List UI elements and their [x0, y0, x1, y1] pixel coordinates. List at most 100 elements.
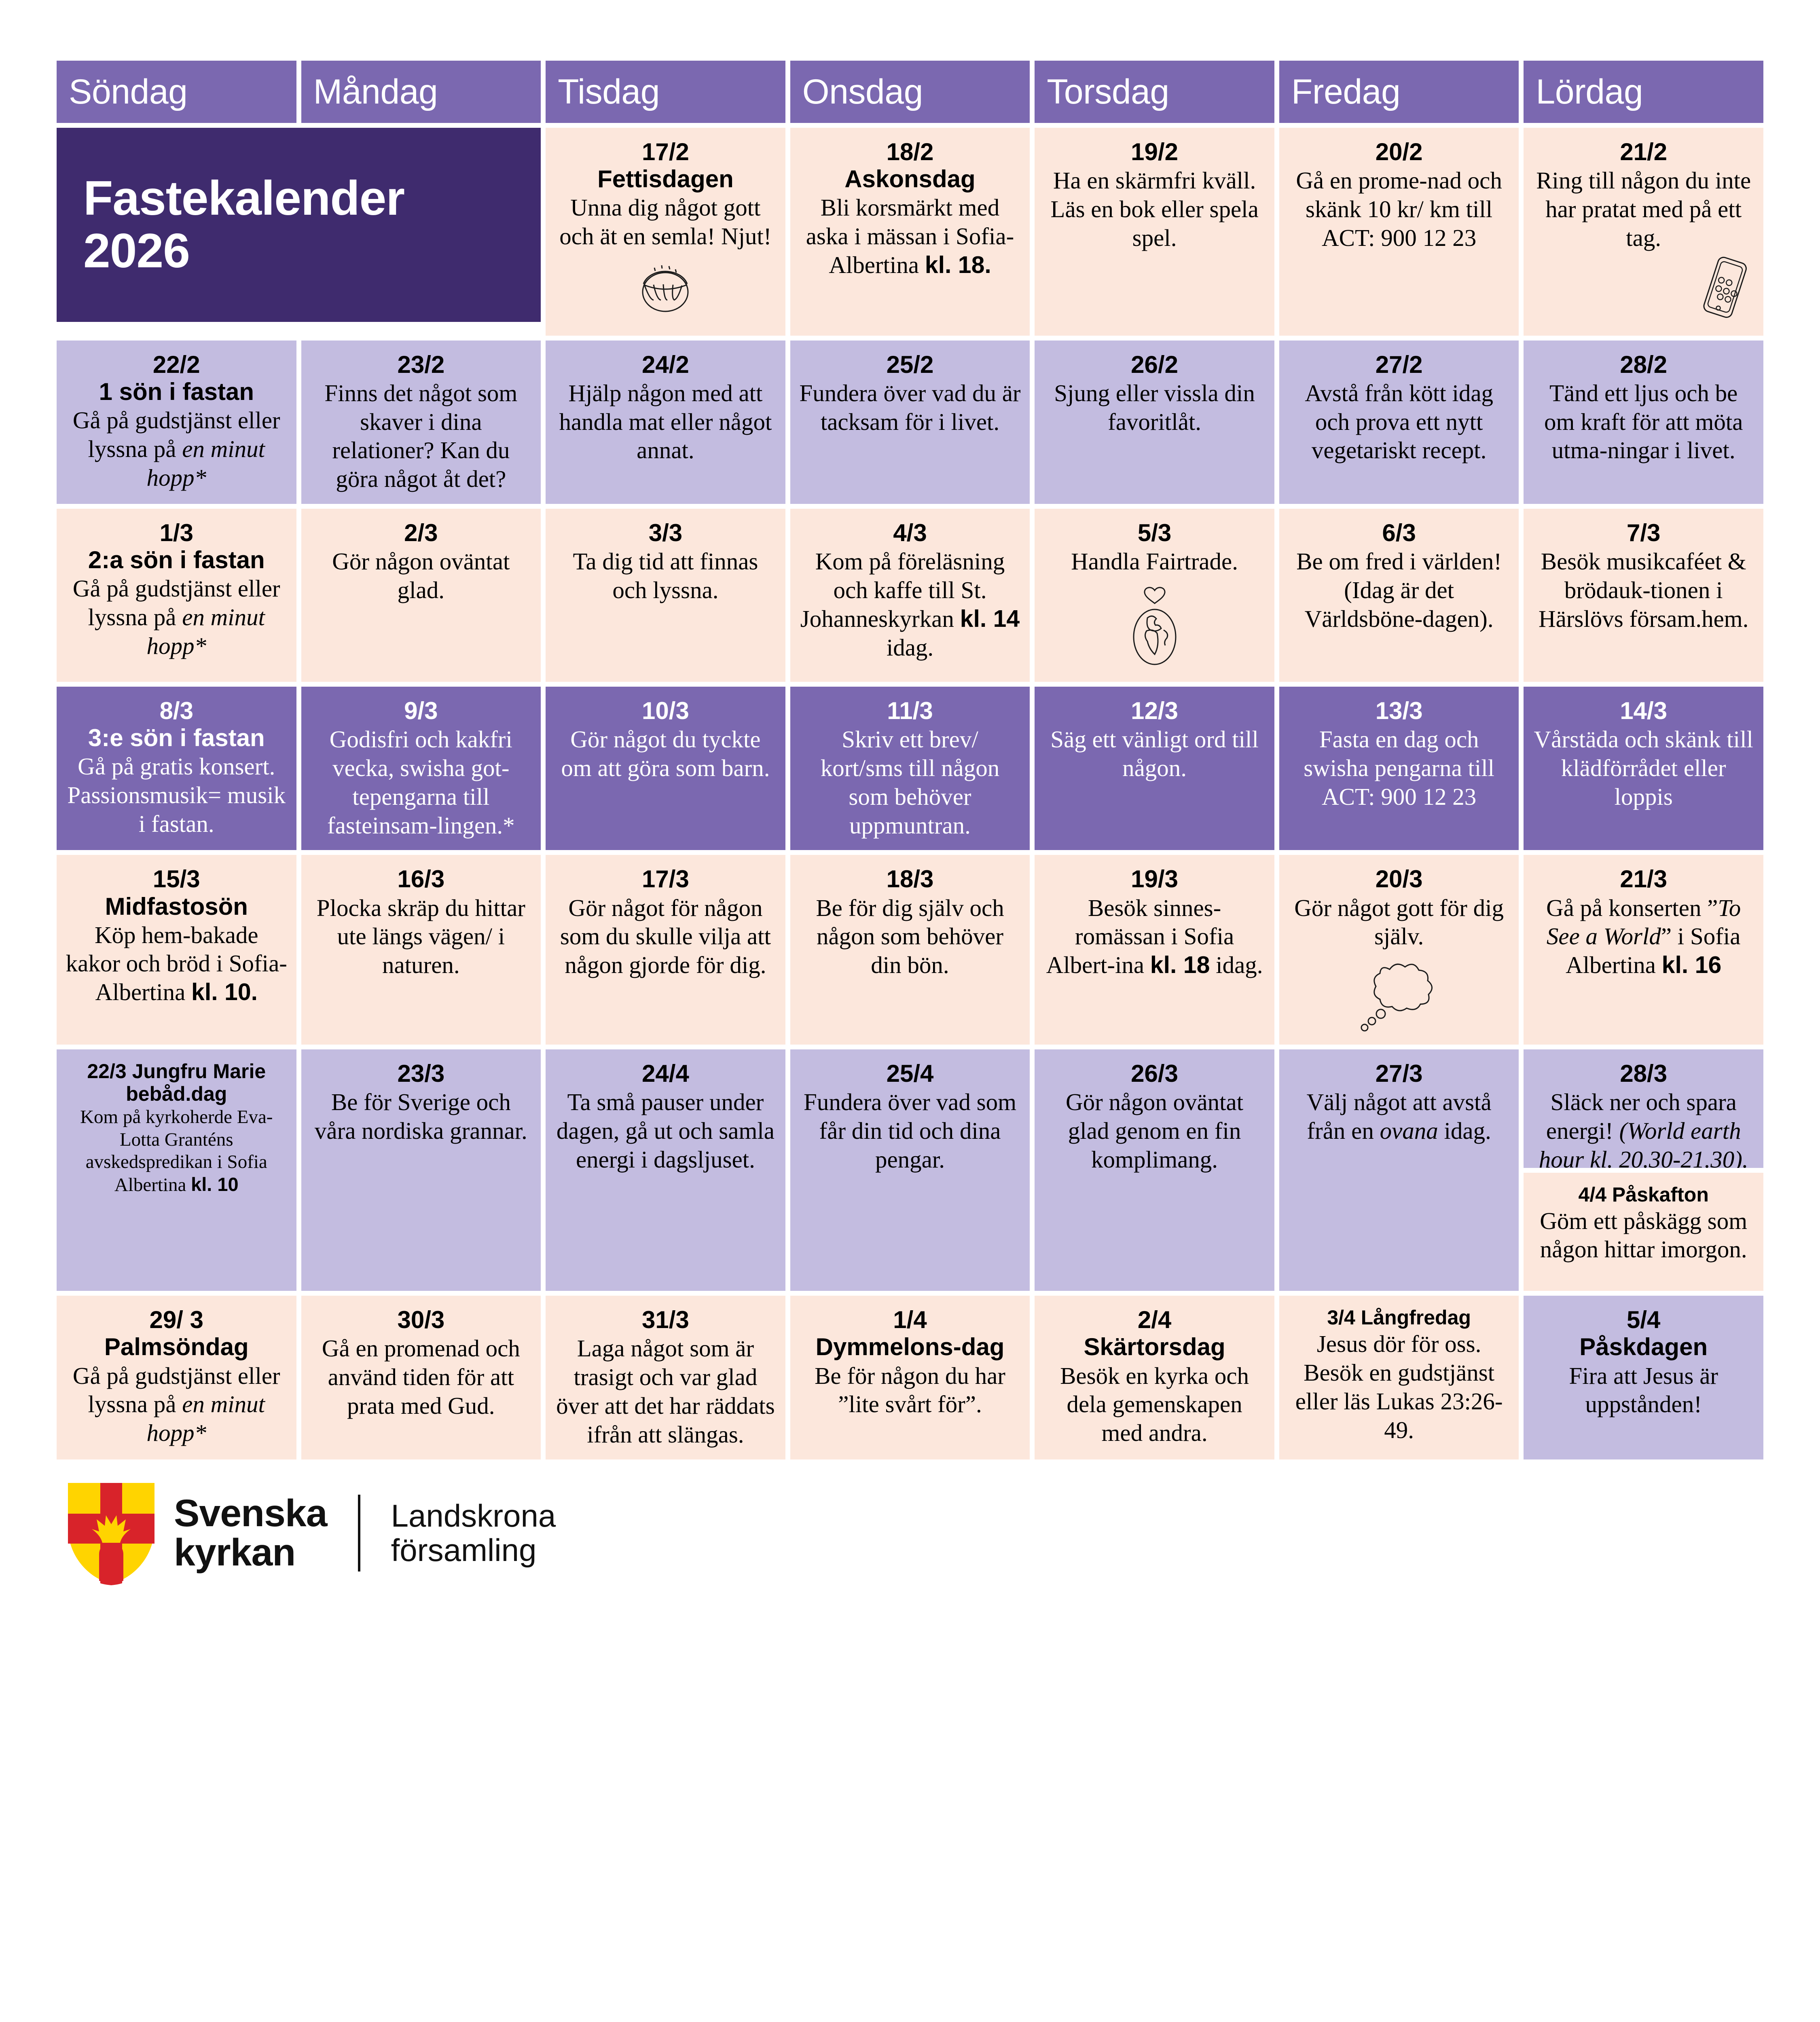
day-cell-4-4: 4/4 Påskafton Göm ett påskägg som någon …: [1524, 1172, 1763, 1291]
day-cell-19-3: 19/3 Besök sinnes-romässan i Sofia Alber…: [1035, 855, 1274, 1045]
day-text: Gå på gratis konsert. Passionsmusik= mus…: [67, 753, 286, 837]
day-text: Gå en promenad och använd tiden för att …: [322, 1335, 520, 1419]
semla-bun-icon: [642, 265, 689, 312]
day-text-bold: kl. 10.: [191, 979, 258, 1006]
day-cell-4-3: 4/3 Kom på föreläsning och kaffe till St…: [790, 508, 1030, 682]
day-date: 17/3: [642, 865, 689, 893]
day-text: Ha en skärmfri kväll. Läs en bok eller s…: [1050, 167, 1259, 251]
day-text-bold: kl. 10: [191, 1174, 239, 1195]
calendar-title-block: Fastekalender 2026: [57, 128, 541, 322]
day-date: 2/3: [404, 519, 438, 546]
day-date: 19/2: [1131, 138, 1178, 165]
day-text-main: Gå på gudstjänst eller lyssna på: [72, 575, 280, 631]
day-cell-25-2: 25/2 Fundera över vad du är tacksam för …: [790, 340, 1030, 504]
day-date: 12/3: [1131, 697, 1178, 724]
day-cell-9-3: 9/3 Godisfri och kakfri vecka, swisha go…: [301, 686, 541, 850]
logo-line-2: kyrkan: [174, 1531, 296, 1574]
day-text: Kom på kyrkoherde Eva-Lotta Granténs avs…: [66, 1106, 288, 1197]
day-text: Plocka skräp du hittar ute längs vägen/ …: [316, 894, 525, 979]
footer-logo-block: Svenska kyrkan Landskrona församling: [57, 1481, 1763, 1586]
day-text: Besök musikcaféet & brödauk-tionen i Här…: [1538, 548, 1749, 632]
day-text-italic: en minut hopp*: [146, 435, 265, 491]
day-text: Fundera över vad som får din tid och din…: [804, 1089, 1016, 1173]
day-date: 31/3: [642, 1306, 689, 1334]
day-cell-28-3: 28/3 Släck ner och spara energi! (World …: [1524, 1049, 1763, 1168]
day-date: 1/4: [893, 1306, 927, 1334]
day-text: Gå på gudstjänst eller lyssna på en minu…: [66, 574, 288, 660]
day-text: Besök sinnes-romässan i Sofia Albert-ina…: [1043, 894, 1266, 979]
day-text: Göm ett påskägg som någon hittar imorgon…: [1540, 1207, 1748, 1263]
day-text: Laga något som är trasigt och var glad ö…: [556, 1335, 775, 1448]
parish-line-1: Landskrona: [391, 1498, 556, 1534]
day-date: 26/3: [1131, 1060, 1178, 1087]
day-text: Be för någon du har ”lite svårt för”.: [815, 1362, 1005, 1418]
thought-bubble-icon: [1361, 963, 1433, 1032]
day-cell-3-4: 3/4 Långfredag Jesus dör för oss. Besök …: [1279, 1296, 1519, 1459]
day-cell-1-3: 1/3 2:a sön i fastan Gå på gudstjänst el…: [57, 508, 296, 682]
day-cell-13-3: 13/3 Fasta en dag och swisha pengarna ti…: [1279, 686, 1519, 850]
weekday-monday: Måndag: [301, 61, 541, 123]
day-date: 3/4 Långfredag: [1327, 1306, 1471, 1329]
day-text-italic: To See a World: [1546, 894, 1741, 950]
day-date: 18/2: [886, 138, 934, 165]
day-text: Ta dig tid att finnas och lyssna.: [573, 548, 758, 603]
day-date: 23/2: [397, 351, 445, 378]
day-text-bold: kl. 16: [1661, 952, 1722, 979]
day-date: 30/3: [397, 1306, 445, 1334]
day-text: Gör något du tyckte om att göra som barn…: [561, 726, 770, 781]
day-date: 29/ 3: [149, 1306, 203, 1334]
day-date: 28/3: [1620, 1060, 1668, 1087]
day-date: 11/3: [887, 697, 933, 724]
day-cell-25-4: 25/4 Fundera över vad som får din tid oc…: [790, 1049, 1030, 1291]
day-text: Fasta en dag och swisha pengarna till AC…: [1304, 726, 1495, 810]
day-date: 18/3: [886, 865, 934, 893]
day-text: Gör någon oväntat glad.: [332, 548, 510, 603]
day-date: 24/4: [642, 1060, 689, 1087]
day-cell-15-3: 15/3 Midfastosön Köp hem-bakade kakor oc…: [57, 855, 296, 1045]
weekday-friday: Fredag: [1279, 61, 1519, 123]
day-date: 4/3: [893, 519, 927, 546]
title-line-1: Fastekalender: [83, 171, 405, 226]
day-cell-27-3: 27/3 Välj något att avstå från en ovana …: [1279, 1049, 1519, 1291]
logo-divider: [358, 1494, 360, 1571]
day-cell-27-2: 27/2 Avstå från kött idag och prova ett …: [1279, 340, 1519, 504]
day-text: Vårstäda och skänk till klädförrådet ell…: [1534, 726, 1753, 810]
day-text-main: Köp hem-bakade kakor och bröd i Sofia-Al…: [66, 921, 287, 1006]
day-cell-22-3: 22/3 Jungfru Marie bebåd.dag Kom på kyrk…: [57, 1049, 296, 1291]
day-feast: Fettisdagen: [597, 165, 734, 193]
day-date: 20/3: [1375, 865, 1423, 893]
day-cell-26-3: 26/3 Gör någon oväntat glad genom en fin…: [1035, 1049, 1274, 1291]
day-text-tail: idag.: [1210, 952, 1263, 979]
day-text-main: Gå på gudstjänst eller lyssna på: [72, 406, 280, 462]
day-text: Kom på föreläsning och kaffe till St. Jo…: [799, 547, 1021, 662]
day-text-main: Välj något att avstå från en: [1306, 1089, 1492, 1144]
day-date: 9/3: [404, 697, 438, 724]
day-date: 27/2: [1375, 351, 1423, 378]
day-date: 20/2: [1375, 138, 1423, 165]
svenska-kyrkan-wordmark: Svenska kyrkan: [174, 1493, 328, 1574]
day-text: Finns det något som skaver i dina relati…: [324, 379, 518, 493]
day-date: 10/3: [642, 697, 689, 724]
day-text-italic: en minut hopp*: [146, 604, 265, 659]
day-text: Släck ner och spara energi! (World earth…: [1532, 1088, 1754, 1168]
day-text: Unna dig något gott och ät en semla! Nju…: [559, 194, 772, 250]
day-date: 27/3: [1375, 1060, 1423, 1087]
day-text: Ring till någon du inte har pratat med p…: [1536, 167, 1751, 251]
day-date: 25/2: [886, 351, 934, 378]
day-cell-20-3: 20/3 Gör något gott för dig själv.: [1279, 855, 1519, 1045]
day-text: Köp hem-bakade kakor och bröd i Sofia-Al…: [66, 921, 288, 1007]
day-cell-30-3: 30/3 Gå en promenad och använd tiden för…: [301, 1296, 541, 1459]
day-date: 13/3: [1375, 697, 1423, 724]
day-cell-12-3: 12/3 Säg ett vänligt ord till någon.: [1035, 686, 1274, 850]
day-date: 15/3: [152, 865, 200, 893]
day-date: 25/4: [886, 1060, 934, 1087]
calendar-grid: Fastekalender 2026 17/2 Fettisdagen Unna…: [57, 128, 1763, 1459]
day-cell-17-2: 17/2 Fettisdagen Unna dig något gott och…: [546, 128, 785, 336]
day-cell-10-3: 10/3 Gör något du tyckte om att göra som…: [546, 686, 785, 850]
day-text-italic: en minut hopp*: [146, 1391, 265, 1447]
day-text: Handla Fairtrade.: [1071, 548, 1238, 575]
day-text-main: Kom på kyrkoherde Eva-Lotta Granténs avs…: [80, 1106, 273, 1196]
day-cell-21-3: 21/3 Gå på konserten ”To See a World” i …: [1524, 855, 1763, 1045]
day-date: 19/3: [1131, 865, 1178, 893]
